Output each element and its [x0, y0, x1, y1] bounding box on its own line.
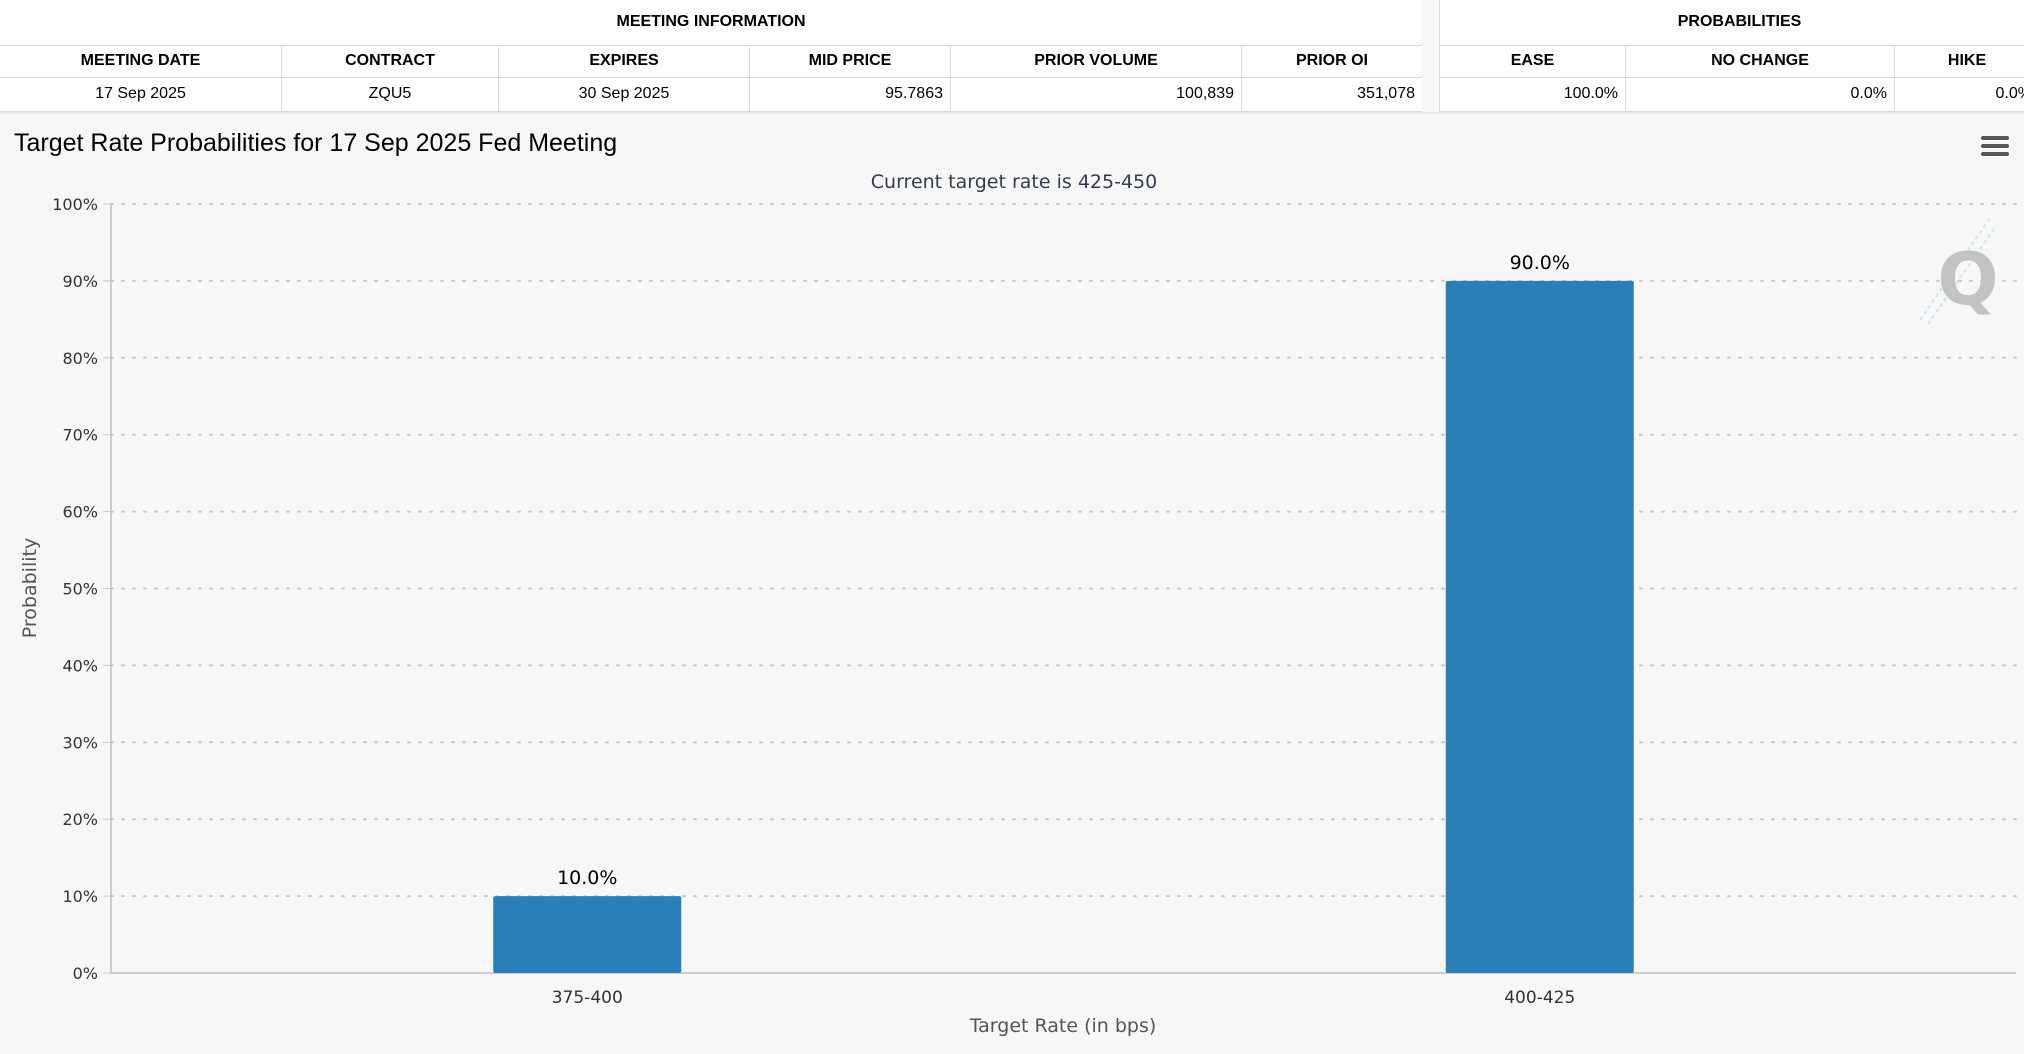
- header-mid-price: MID PRICE: [749, 44, 951, 78]
- tables-divider: [0, 112, 2024, 114]
- table-gap: [1422, 0, 1439, 114]
- y-tick-label: 30%: [62, 733, 98, 752]
- chart-title: Target Rate Probabilities for 17 Sep 202…: [14, 129, 617, 157]
- meeting-information-title: MEETING INFORMATION: [0, 0, 1423, 46]
- probability-chart: Target Rate Probabilities for 17 Sep 202…: [14, 129, 2017, 1037]
- svg-text:Q: Q: [1937, 237, 1998, 321]
- x-tick-label: 400-425: [1504, 988, 1575, 1008]
- y-tick-label: 40%: [62, 656, 98, 675]
- y-tick-label: 80%: [62, 349, 98, 368]
- y-tick-label: 100%: [52, 195, 98, 214]
- x-tick-label: 375-400: [552, 988, 623, 1008]
- bar-400-425[interactable]: [1445, 280, 1634, 973]
- y-tick-label: 0%: [73, 964, 98, 983]
- cell-no-change: 0.0%: [1625, 76, 1895, 112]
- cell-contract: ZQU5: [281, 76, 499, 112]
- y-tick-label: 20%: [62, 810, 98, 829]
- bar-375-400[interactable]: [493, 896, 682, 973]
- data-label: 90.0%: [1510, 252, 1570, 274]
- cell-prior-volume: 100,839: [950, 76, 1242, 112]
- summary-tables: MEETING INFORMATION MEETING DATE CONTRAC…: [0, 0, 2024, 114]
- table-row: 17 Sep 2025 ZQU5 30 Sep 2025 95.7863 100…: [0, 76, 1423, 112]
- cell-prior-oi: 351,078: [1241, 76, 1423, 112]
- header-no-change: NO CHANGE: [1625, 44, 1895, 78]
- header-meeting-date: MEETING DATE: [0, 44, 282, 78]
- header-ease: EASE: [1439, 44, 1626, 78]
- y-tick-label: 50%: [62, 580, 98, 599]
- hamburger-menu-icon: [1981, 136, 2009, 140]
- cell-expires: 30 Sep 2025: [498, 76, 750, 112]
- cell-meeting-date: 17 Sep 2025: [0, 76, 282, 112]
- y-axis-title: Probability: [19, 538, 41, 638]
- header-prior-volume: PRIOR VOLUME: [950, 44, 1242, 78]
- header-contract: CONTRACT: [281, 44, 499, 78]
- q-logo-watermark-icon: Q: [1919, 217, 1999, 325]
- table-row: 100.0% 0.0% 0.0%: [1439, 76, 2024, 112]
- header-prior-oi: PRIOR OI: [1241, 44, 1423, 78]
- cell-mid-price: 95.7863: [749, 76, 951, 112]
- probabilities-table: PROBABILITIES EASE NO CHANGE HIKE 100.0%…: [1438, 0, 2024, 112]
- y-tick-label: 10%: [62, 887, 98, 906]
- y-tick-label: 90%: [62, 272, 98, 291]
- y-tick-label: 60%: [62, 503, 98, 522]
- probabilities-title: PROBABILITIES: [1438, 0, 2024, 46]
- chart-menu-button[interactable]: [1981, 136, 2009, 160]
- header-expires: EXPIRES: [498, 44, 750, 78]
- chart-subtitle: Current target rate is 425-450: [871, 171, 1157, 193]
- data-label: 10.0%: [557, 867, 617, 889]
- header-hike: HIKE: [1893, 44, 2024, 78]
- y-tick-label: 70%: [62, 426, 98, 445]
- cell-hike: 0.0%: [1893, 76, 2024, 112]
- x-axis-title: Target Rate (in bps): [969, 1015, 1157, 1037]
- meeting-information-table: MEETING INFORMATION MEETING DATE CONTRAC…: [0, 0, 1423, 112]
- cell-ease: 100.0%: [1439, 76, 1626, 112]
